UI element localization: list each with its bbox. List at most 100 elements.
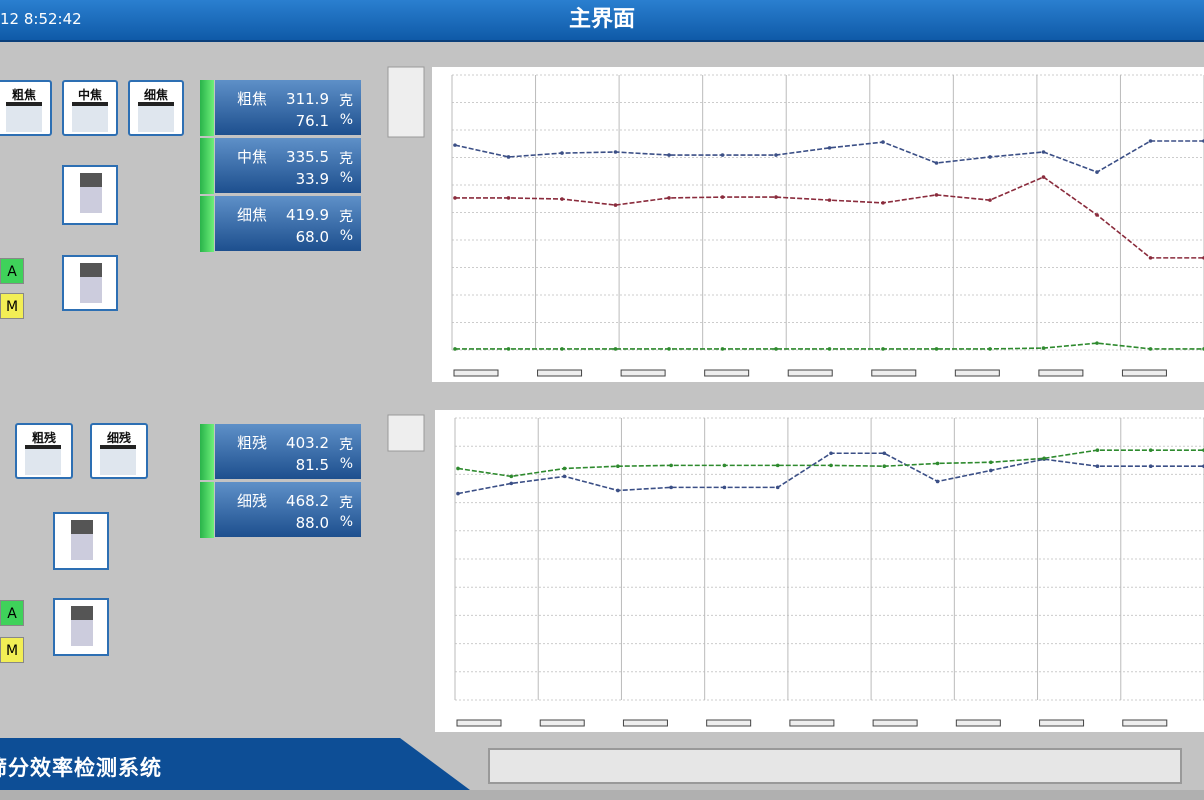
trend-point: [935, 479, 940, 484]
ratio-unit: %: [339, 170, 353, 186]
status-strip: [200, 196, 214, 252]
trend-point: [1095, 170, 1099, 174]
trend-point: [720, 153, 725, 157]
button-icon: [72, 102, 108, 132]
readout-mass: 403.2: [286, 434, 329, 452]
trend-point: [989, 460, 993, 465]
manual-button[interactable]: M: [0, 293, 24, 319]
trend-point: [1041, 346, 1046, 350]
scroll-button: [871, 369, 917, 377]
trend-point: [669, 463, 673, 468]
scroll-button: [704, 369, 750, 377]
mass-unit: 克: [339, 151, 353, 167]
trend-point: [562, 466, 567, 471]
button-icon: [25, 445, 61, 475]
station-button[interactable]: 中焦: [62, 80, 118, 136]
trend-point: [934, 161, 939, 165]
status-strip: [200, 482, 214, 538]
station-button[interactable]: 粗焦: [0, 80, 52, 136]
auto-button[interactable]: A: [0, 258, 24, 284]
readout-ratio: 68.0: [295, 228, 329, 246]
status-strip: [200, 138, 214, 194]
trend-point: [560, 347, 564, 351]
trend-point: [827, 146, 832, 150]
mass-unit: 克: [339, 437, 353, 453]
machine-icon[interactable]: [53, 598, 109, 656]
readout-name: 细残: [237, 492, 268, 510]
trend-point: [881, 140, 885, 144]
legend-box: [387, 414, 425, 452]
readout-panel: 粗焦 311.9 克 76.1%: [215, 80, 361, 136]
machine-icon[interactable]: [62, 165, 118, 225]
machine-icon[interactable]: [53, 512, 109, 570]
trend-point: [988, 155, 992, 159]
trend-point: [1095, 464, 1100, 469]
trend-point: [775, 463, 780, 468]
trend-point: [1148, 448, 1153, 452]
trend-point: [720, 347, 725, 351]
trend-line: [454, 140, 1204, 173]
trend-point: [720, 195, 725, 199]
trend-point: [774, 153, 778, 157]
trend-point: [613, 150, 618, 154]
trend-point: [453, 347, 457, 351]
trend-point: [774, 347, 778, 351]
trend-point: [1148, 347, 1153, 351]
scroll-button: [1038, 369, 1084, 377]
readout-ratio: 76.1: [295, 112, 329, 130]
trend-point: [506, 155, 511, 159]
message-box: [488, 748, 1182, 784]
system-name: 筛分效率检测系统: [0, 756, 162, 780]
trend-point: [882, 464, 887, 469]
trend-point: [453, 196, 457, 200]
trend-point: [935, 461, 940, 466]
trend-point: [562, 474, 567, 479]
trend-point: [1095, 448, 1100, 452]
auto-button[interactable]: A: [0, 600, 24, 626]
machine-icon[interactable]: [62, 255, 118, 311]
trend-point: [1095, 341, 1099, 345]
trend-point: [934, 347, 939, 351]
scroll-button: [622, 719, 668, 727]
footer-banner: [0, 738, 470, 790]
trend-point: [456, 466, 460, 471]
station-button[interactable]: 细焦: [128, 80, 184, 136]
button-label: 粗残: [31, 431, 56, 445]
trend-point: [829, 451, 833, 456]
readout-ratio: 33.9: [295, 170, 329, 188]
trend-point: [774, 195, 778, 199]
readout-ratio: 81.5: [295, 456, 329, 474]
readout-mass: 335.5: [286, 148, 329, 166]
scroll-button: [954, 369, 1000, 377]
trend-point: [667, 153, 671, 157]
trend-point: [881, 347, 885, 351]
scroll-button: [620, 369, 666, 377]
station-button[interactable]: 粗残: [15, 423, 73, 479]
station-button[interactable]: 细残: [90, 423, 148, 479]
scroll-button: [453, 369, 499, 377]
machine-graphic: [80, 173, 102, 213]
scroll-button: [1122, 719, 1168, 727]
screen-title: 主界面: [568, 7, 635, 32]
readout-panel: 细残 468.2 克 88.0%: [215, 482, 361, 538]
readout-ratio: 88.0: [295, 514, 329, 532]
scroll-button: [789, 719, 835, 727]
scroll-button: [539, 719, 585, 727]
trend-point: [1041, 150, 1046, 154]
readout-name: 粗残: [237, 434, 268, 452]
trend-point: [989, 468, 993, 473]
ratio-unit: %: [339, 112, 353, 128]
trend-point: [1148, 256, 1153, 260]
legend-box: [387, 66, 425, 138]
readout-panel: 中焦 335.5 克 33.9%: [215, 138, 361, 194]
scroll-button: [456, 719, 502, 727]
readout-panel: 粗残 403.2 克 81.5%: [215, 424, 361, 480]
mass-unit: 克: [339, 495, 353, 511]
trend-point: [613, 347, 618, 351]
scroll-button: [537, 369, 583, 377]
trend-point: [1148, 139, 1153, 143]
button-icon: [138, 102, 174, 132]
manual-button[interactable]: M: [0, 637, 24, 663]
